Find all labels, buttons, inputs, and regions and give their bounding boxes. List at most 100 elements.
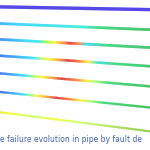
Polygon shape (26, 39, 27, 42)
Polygon shape (87, 43, 88, 46)
Polygon shape (122, 103, 123, 106)
Polygon shape (29, 6, 30, 9)
Polygon shape (138, 28, 139, 31)
Polygon shape (116, 7, 117, 11)
Polygon shape (102, 26, 103, 29)
Polygon shape (100, 101, 101, 103)
Polygon shape (79, 60, 80, 63)
Polygon shape (147, 130, 148, 132)
Polygon shape (128, 45, 129, 48)
Polygon shape (86, 7, 87, 10)
Polygon shape (100, 26, 101, 29)
Polygon shape (85, 60, 86, 63)
Polygon shape (81, 122, 82, 124)
Polygon shape (17, 6, 18, 9)
Polygon shape (42, 117, 43, 119)
Polygon shape (18, 74, 19, 76)
Polygon shape (49, 24, 50, 27)
Polygon shape (68, 78, 69, 81)
Polygon shape (104, 102, 105, 104)
Polygon shape (110, 102, 111, 105)
Polygon shape (117, 126, 118, 128)
Polygon shape (80, 7, 81, 10)
Polygon shape (113, 82, 114, 84)
Polygon shape (116, 27, 117, 30)
Polygon shape (122, 27, 123, 30)
Polygon shape (48, 24, 49, 27)
Polygon shape (40, 6, 41, 9)
Polygon shape (33, 116, 34, 118)
Polygon shape (147, 130, 148, 132)
Polygon shape (97, 101, 98, 103)
Polygon shape (75, 7, 76, 10)
Polygon shape (149, 46, 150, 49)
Polygon shape (30, 40, 31, 42)
Polygon shape (26, 56, 27, 59)
Polygon shape (100, 124, 101, 126)
Polygon shape (42, 24, 43, 27)
Polygon shape (52, 96, 53, 99)
Polygon shape (65, 59, 66, 62)
Polygon shape (97, 43, 98, 46)
Polygon shape (129, 104, 130, 106)
Polygon shape (109, 27, 110, 29)
Polygon shape (125, 8, 126, 11)
Polygon shape (39, 57, 40, 60)
Polygon shape (9, 55, 10, 58)
Polygon shape (106, 44, 107, 47)
Polygon shape (27, 40, 28, 42)
Polygon shape (137, 64, 138, 67)
Polygon shape (79, 7, 80, 10)
Polygon shape (79, 79, 80, 81)
Polygon shape (65, 78, 66, 80)
Polygon shape (45, 58, 46, 60)
Polygon shape (105, 125, 106, 127)
Polygon shape (119, 45, 120, 47)
Polygon shape (52, 58, 53, 61)
Polygon shape (56, 24, 57, 27)
Polygon shape (64, 119, 65, 122)
Polygon shape (35, 75, 36, 78)
Polygon shape (111, 62, 112, 65)
Polygon shape (39, 57, 40, 60)
Polygon shape (126, 104, 127, 106)
Polygon shape (94, 7, 95, 10)
Polygon shape (25, 74, 26, 77)
Polygon shape (60, 97, 61, 99)
Polygon shape (6, 5, 7, 9)
Polygon shape (77, 25, 78, 28)
Polygon shape (3, 91, 4, 93)
Polygon shape (10, 55, 11, 58)
Polygon shape (62, 41, 63, 44)
Polygon shape (26, 115, 27, 117)
Polygon shape (81, 42, 82, 45)
Polygon shape (63, 59, 64, 62)
Polygon shape (59, 119, 60, 121)
Polygon shape (11, 73, 12, 76)
Polygon shape (129, 8, 130, 11)
Polygon shape (8, 5, 9, 9)
Polygon shape (22, 23, 23, 26)
Polygon shape (19, 56, 20, 58)
Polygon shape (139, 129, 140, 131)
Polygon shape (125, 104, 126, 106)
Polygon shape (65, 59, 66, 62)
Polygon shape (49, 41, 50, 44)
Polygon shape (137, 84, 138, 87)
Polygon shape (24, 6, 25, 9)
Polygon shape (45, 96, 46, 98)
Polygon shape (67, 120, 68, 122)
Polygon shape (135, 105, 136, 107)
Polygon shape (92, 7, 93, 10)
Polygon shape (44, 24, 45, 27)
Polygon shape (11, 55, 12, 58)
Polygon shape (32, 24, 33, 26)
Polygon shape (72, 60, 73, 62)
Polygon shape (140, 105, 141, 108)
Polygon shape (84, 100, 85, 102)
Polygon shape (50, 41, 51, 44)
Polygon shape (101, 101, 102, 104)
Polygon shape (74, 121, 75, 123)
Polygon shape (38, 116, 39, 118)
Polygon shape (53, 118, 54, 120)
